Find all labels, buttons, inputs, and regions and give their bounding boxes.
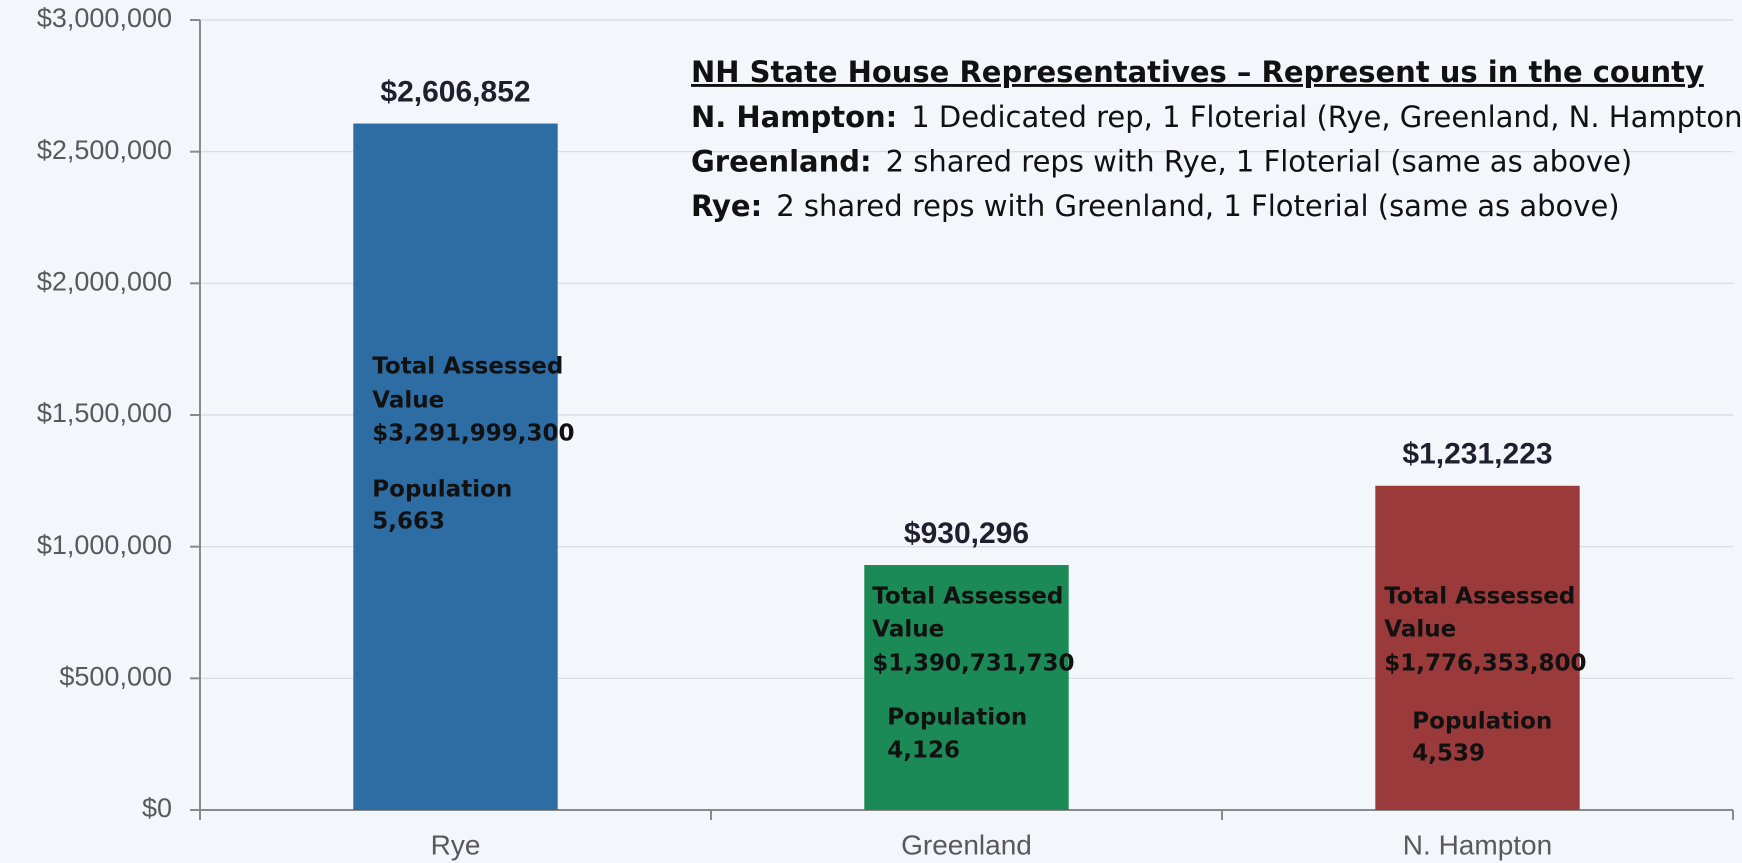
bar-note: 5,663	[372, 509, 445, 535]
annotation-line: Rye: 2 shared reps with Greenland, 1 Flot…	[691, 189, 1620, 223]
bar-note: Total Assessed	[1384, 584, 1575, 610]
x-tick-label: Greenland	[901, 829, 1032, 860]
bar-note: $3,291,999,300	[372, 421, 574, 447]
y-tick-label: $1,500,000	[37, 398, 172, 428]
bar-note: Total Assessed	[872, 584, 1063, 610]
bar	[353, 123, 558, 810]
y-tick-label: $3,000,000	[37, 3, 172, 33]
annotation-label: N. Hampton:	[691, 100, 897, 134]
bar-note: Population	[372, 477, 512, 503]
annotation-text: 2 shared reps with Greenland, 1 Floteria…	[776, 189, 1619, 223]
bar	[864, 565, 1069, 810]
y-tick-label: $2,000,000	[37, 266, 172, 296]
bar-note: Total Assessed	[372, 354, 563, 380]
bar-note: Value	[1384, 617, 1456, 643]
value-label: $2,606,852	[380, 75, 530, 108]
bar-note: Value	[372, 388, 444, 414]
annotation-line: N. Hampton: 1 Dedicated rep, 1 Floterial …	[691, 100, 1742, 134]
annotation-line: Greenland: 2 shared reps with Rye, 1 Flot…	[691, 145, 1632, 179]
y-tick-label: $500,000	[59, 661, 172, 691]
annotation-label: Rye:	[691, 189, 762, 223]
bar-note: $1,390,731,730	[872, 651, 1074, 677]
x-tick-label: N. Hampton	[1403, 829, 1552, 860]
x-tick-label: Rye	[431, 829, 481, 860]
annotation-title: NH State House Representatives – Represe…	[691, 55, 1704, 89]
bar-note: Population	[887, 705, 1027, 731]
bar-note: 4,539	[1412, 741, 1485, 767]
bar-note: 4,126	[887, 738, 960, 764]
annotation-text: 2 shared reps with Rye, 1 Floterial (sam…	[886, 145, 1633, 179]
bar	[1375, 485, 1580, 810]
y-tick-label: $1,000,000	[37, 530, 172, 560]
bar-note: $1,776,353,800	[1384, 651, 1586, 677]
annotation-label: Greenland:	[691, 145, 872, 179]
y-tick-label: $0	[142, 793, 172, 823]
bar-note: Population	[1412, 709, 1552, 735]
bar-note: Value	[872, 617, 944, 643]
y-tick-label: $2,500,000	[37, 135, 172, 165]
value-label: $930,296	[904, 517, 1029, 550]
value-label: $1,231,223	[1402, 438, 1552, 471]
annotation-text: 1 Dedicated rep, 1 Floterial (Rye, Green…	[911, 100, 1742, 134]
